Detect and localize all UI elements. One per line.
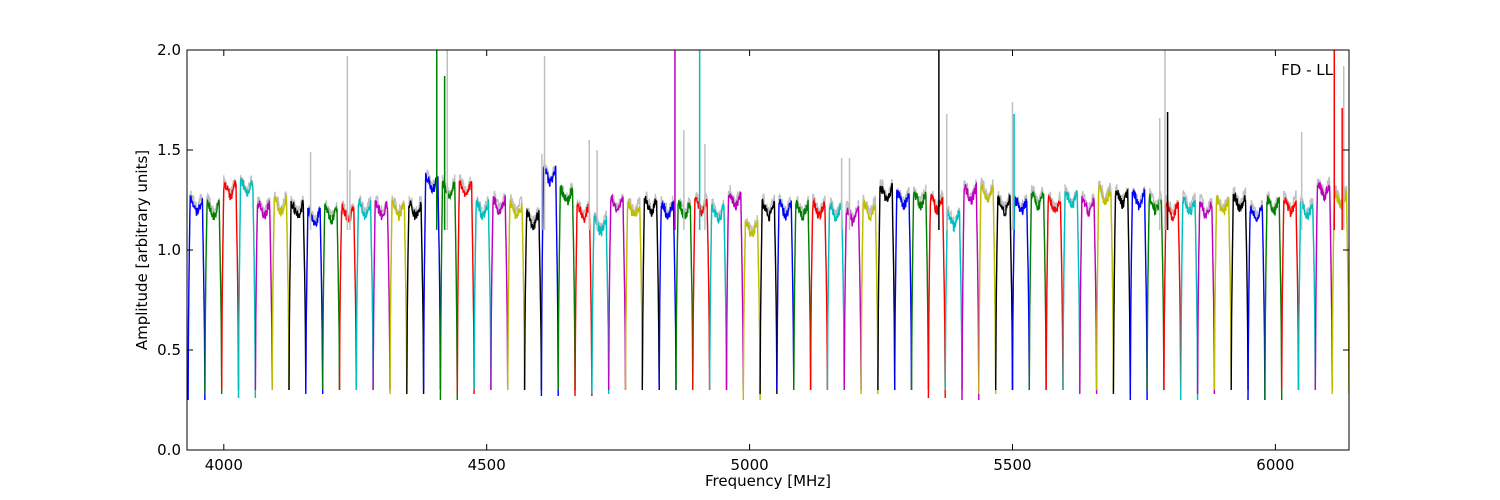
plot-area — [187, 50, 1349, 450]
channel-trace — [305, 206, 324, 395]
channel-trace — [221, 180, 240, 391]
channel-trace — [641, 195, 660, 391]
channel-trace — [322, 203, 341, 391]
channel-trace — [927, 193, 946, 399]
background-trace — [1163, 195, 1182, 391]
y-tick-label: 0.0 — [157, 441, 181, 459]
x-tick-label: 5500 — [993, 456, 1031, 474]
channel-trace — [523, 208, 543, 391]
background-trace — [322, 200, 341, 391]
x-tick-label: 6000 — [1256, 456, 1294, 474]
channel-trace — [1146, 193, 1165, 391]
y-tick-label: 1.5 — [157, 141, 181, 159]
channel-trace — [692, 196, 711, 391]
annotation-label: FD - LL — [1281, 61, 1333, 79]
y-tick-label: 1.0 — [157, 241, 181, 259]
background-trace — [1281, 190, 1300, 391]
channel-trace — [961, 181, 980, 401]
channel-trace — [1180, 196, 1199, 401]
x-tick-label: 4500 — [468, 456, 506, 474]
channel-trace — [1264, 195, 1283, 401]
channel-trace — [708, 203, 728, 391]
channel-trace — [355, 197, 374, 391]
y-tick-label: 0.5 — [157, 341, 181, 359]
channel-trace — [944, 209, 963, 391]
channel-trace — [894, 189, 913, 391]
channel-trace — [995, 194, 1014, 391]
channel-trace — [389, 198, 408, 395]
channel-trace — [725, 191, 744, 391]
channel-trace — [776, 198, 795, 391]
channel-trace — [1281, 197, 1300, 391]
trace-layer — [187, 50, 1349, 401]
channel-trace — [1213, 195, 1232, 391]
channel-trace — [406, 200, 425, 395]
channel-trace — [1011, 196, 1030, 391]
channel-trace — [187, 194, 206, 401]
background-trace — [1180, 190, 1199, 401]
channel-trace — [1129, 187, 1148, 401]
channel-trace — [608, 193, 627, 391]
channel-trace — [1247, 205, 1266, 401]
channel-trace — [978, 183, 997, 395]
channel-trace — [490, 195, 509, 391]
channel-trace — [860, 199, 879, 395]
background-trace — [877, 179, 896, 391]
channel-trace — [372, 199, 391, 391]
channel-trace — [793, 199, 812, 391]
x-axis-label: Frequency [MHz] — [705, 472, 831, 490]
background-trace — [809, 193, 829, 391]
axis-ticks: 4000 4500 5000 5500 6000 0.0 0.5 1.0 1.5 2.0 — [157, 41, 1349, 474]
background-trace — [708, 198, 728, 391]
y-tick-label: 2.0 — [157, 41, 181, 59]
background-trace — [1095, 180, 1115, 391]
channel-trace — [288, 199, 307, 391]
channel-trace — [658, 199, 677, 391]
background-trace — [860, 194, 879, 395]
channel-trace — [591, 213, 610, 395]
channel-trace — [1112, 187, 1131, 395]
y-axis-label: Amplitude [arbitrary units] — [133, 150, 151, 350]
channel-trace — [1045, 194, 1064, 391]
channel-trace — [204, 198, 223, 395]
background-trace — [507, 194, 526, 391]
channel-trace — [456, 180, 475, 395]
x-tick-label: 5000 — [731, 456, 769, 474]
x-tick-label: 4000 — [205, 456, 243, 474]
channel-trace — [809, 197, 829, 391]
channel-trace — [910, 191, 930, 391]
background-trace — [961, 179, 980, 401]
channel-trace — [473, 198, 492, 391]
channel-trace — [1196, 201, 1216, 395]
channel-trace — [1095, 183, 1115, 391]
channel-trace — [439, 180, 458, 401]
channel-trace — [557, 184, 576, 391]
channel-trace — [759, 198, 778, 395]
channel-trace — [507, 198, 526, 391]
background-trace — [910, 184, 930, 391]
channel-trace — [237, 177, 257, 399]
channel-trace — [1028, 190, 1047, 391]
channel-trace — [1314, 182, 1333, 391]
channel-trace — [843, 206, 862, 391]
channel-trace — [1163, 199, 1182, 391]
channel-trace — [271, 195, 290, 391]
channel-trace — [1062, 190, 1081, 391]
channel-trace — [1230, 192, 1249, 391]
background-trace — [591, 210, 610, 395]
channel-trace — [624, 199, 643, 391]
channel-trace — [1079, 195, 1098, 395]
channel-trace — [742, 219, 761, 401]
channel-trace — [877, 183, 896, 391]
channel-trace — [254, 200, 273, 391]
channel-trace — [422, 172, 442, 391]
